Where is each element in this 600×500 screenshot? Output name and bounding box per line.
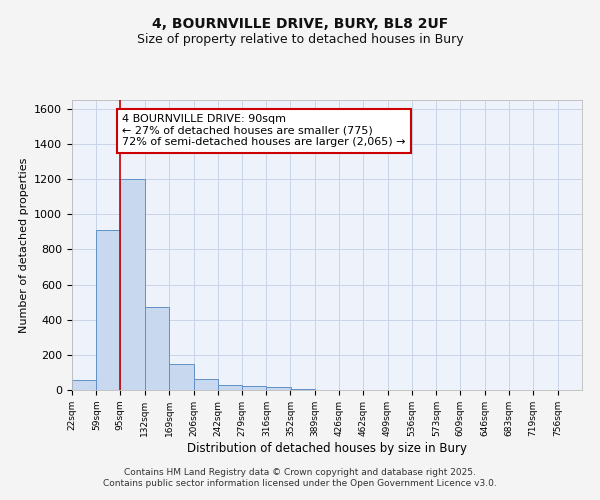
Bar [218,384,242,390]
Text: Contains HM Land Registry data © Crown copyright and database right 2025.
Contai: Contains HM Land Registry data © Crown c… [103,468,497,487]
Bar [242,386,266,390]
Bar [72,380,97,390]
Bar [97,230,121,390]
Bar [145,306,169,390]
Bar [290,389,315,390]
Y-axis label: Number of detached properties: Number of detached properties [19,158,29,332]
Text: 4, BOURNVILLE DRIVE, BURY, BL8 2UF: 4, BOURNVILLE DRIVE, BURY, BL8 2UF [152,18,448,32]
Bar [266,388,291,390]
Bar [169,364,194,390]
Bar [120,179,145,390]
Text: 4 BOURNVILLE DRIVE: 90sqm
← 27% of detached houses are smaller (775)
72% of semi: 4 BOURNVILLE DRIVE: 90sqm ← 27% of detac… [122,114,406,148]
Text: Size of property relative to detached houses in Bury: Size of property relative to detached ho… [137,32,463,46]
Bar [194,380,218,390]
X-axis label: Distribution of detached houses by size in Bury: Distribution of detached houses by size … [187,442,467,454]
